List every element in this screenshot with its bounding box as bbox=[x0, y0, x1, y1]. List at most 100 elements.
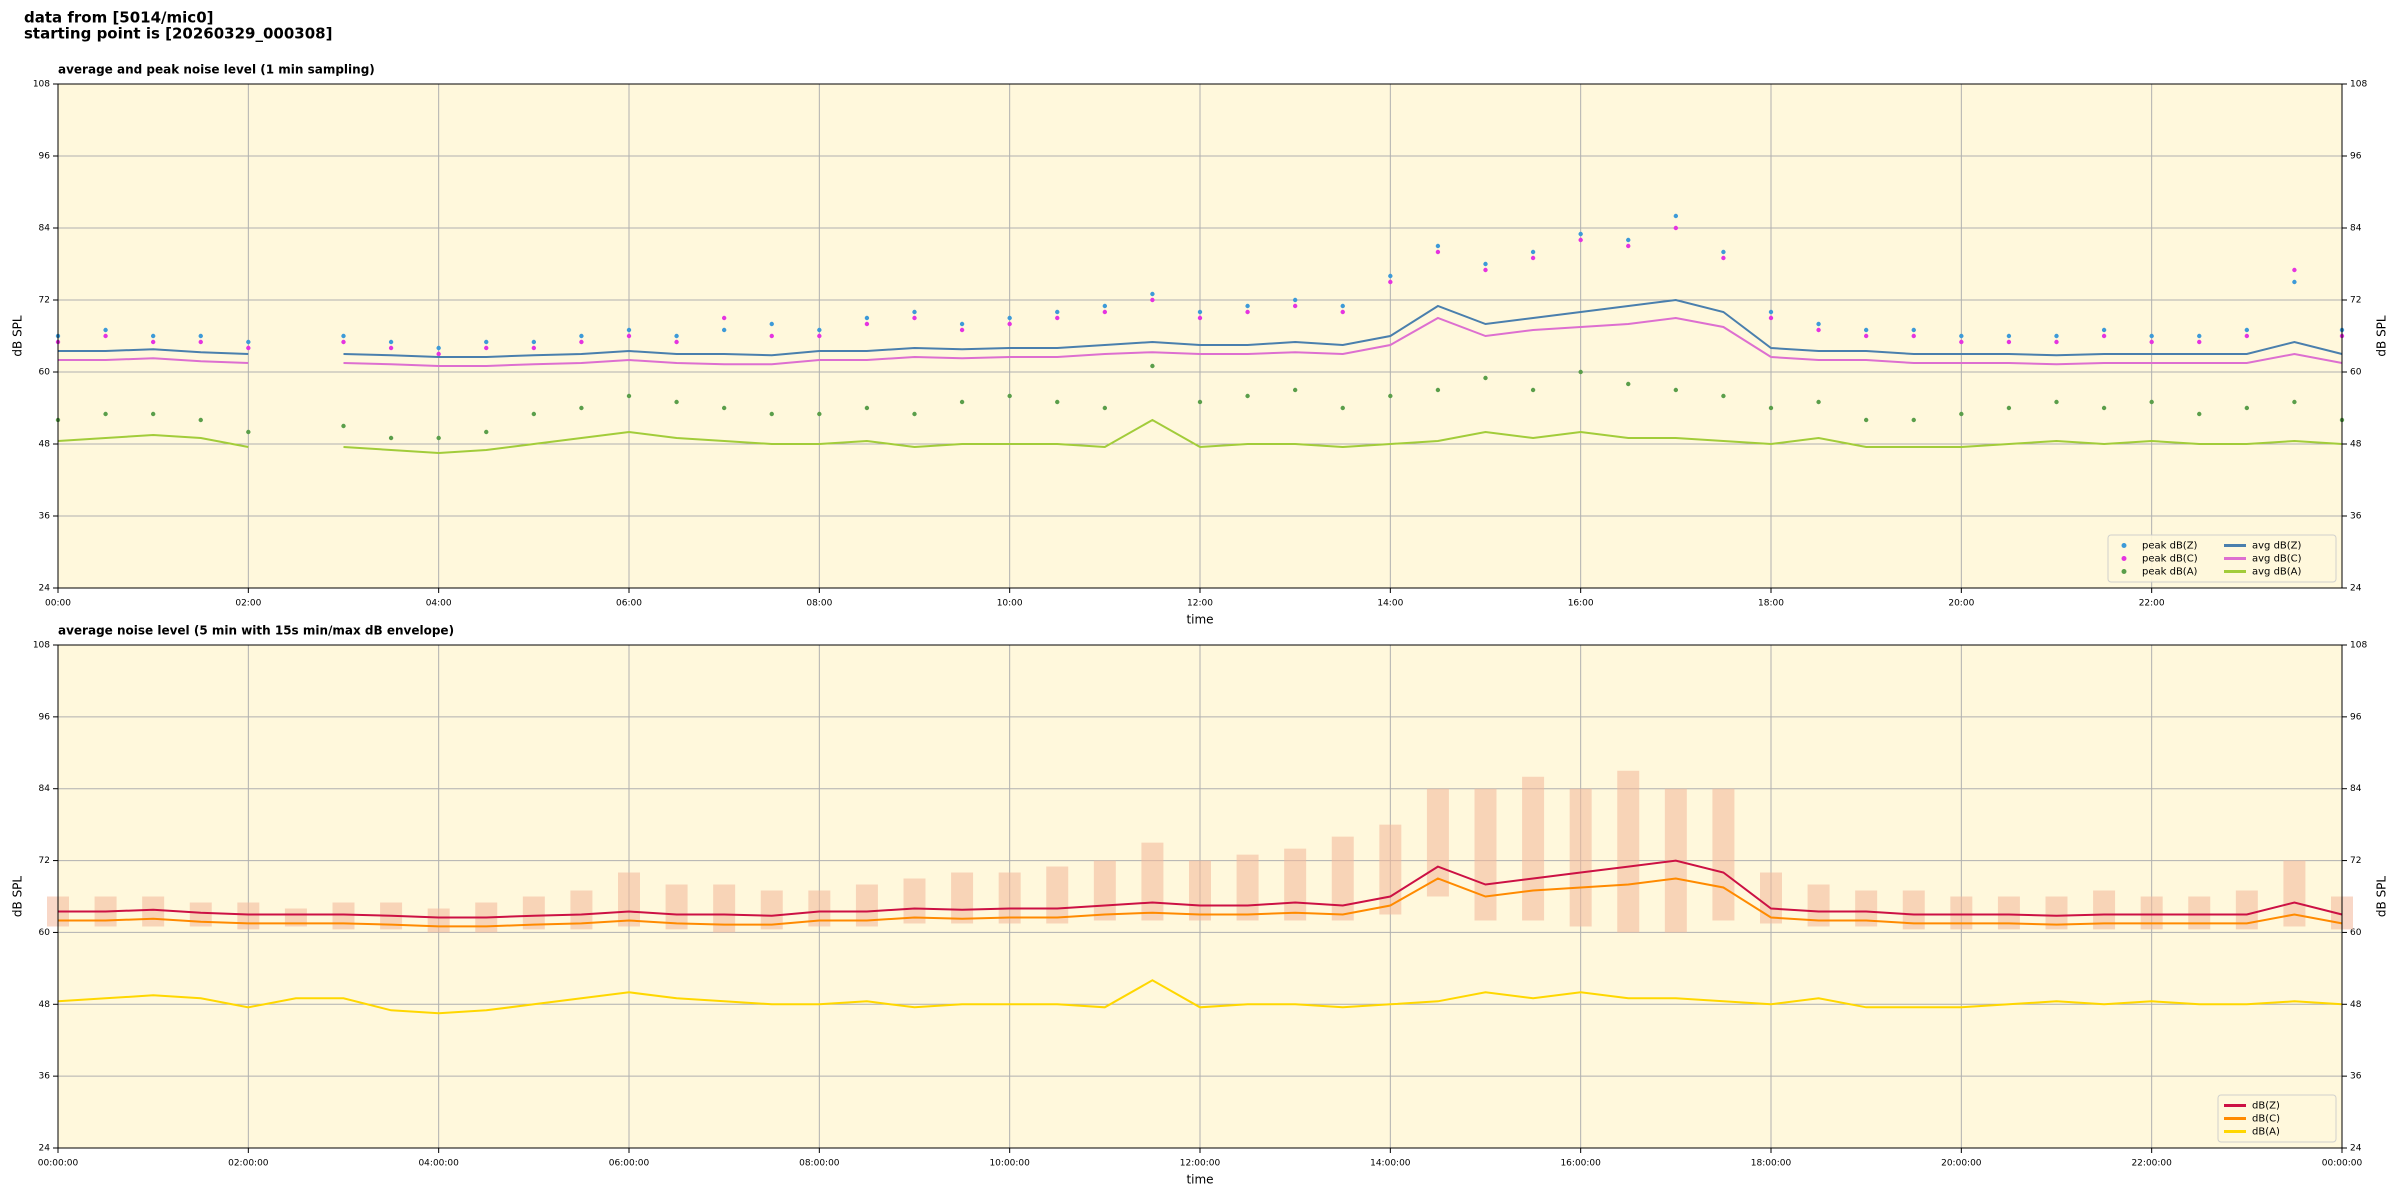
peak-point bbox=[1816, 399, 1821, 405]
peak-point bbox=[388, 435, 394, 441]
x-tick-label: 20:00:00 bbox=[1941, 1159, 1982, 1169]
peak-point bbox=[2054, 333, 2059, 339]
x-tick-label: 04:00 bbox=[426, 599, 452, 609]
peak-point bbox=[1911, 417, 1916, 423]
peak-point bbox=[817, 327, 822, 333]
peak-point bbox=[769, 411, 774, 417]
y-tick-label: 24 bbox=[39, 584, 51, 594]
x-tick-label: 14:00 bbox=[1377, 599, 1403, 609]
peak-point bbox=[1911, 333, 1916, 339]
legend-label: avg dB(Z) bbox=[2252, 541, 2302, 552]
peak-point bbox=[864, 405, 870, 411]
y2-tick-label: 36 bbox=[2350, 1072, 2362, 1082]
peak-point bbox=[1007, 321, 1012, 327]
peak-point bbox=[1768, 309, 1774, 315]
y2-tick-label: 72 bbox=[2350, 856, 2361, 866]
legend-label: peak dB(C) bbox=[2142, 554, 2198, 565]
x-tick-label: 14:00:00 bbox=[1370, 1159, 1411, 1169]
y-tick-label: 96 bbox=[39, 152, 51, 162]
peak-point bbox=[436, 435, 441, 441]
peak-point bbox=[1292, 303, 1298, 309]
peak-point bbox=[959, 327, 965, 333]
peak-point bbox=[1055, 315, 1060, 321]
peak-point bbox=[531, 339, 537, 345]
y-tick-label: 24 bbox=[39, 1144, 51, 1154]
peak-point bbox=[1483, 267, 1488, 273]
peak-point bbox=[579, 405, 584, 411]
chart-title: average noise level (5 min with 15s min/… bbox=[58, 624, 454, 638]
peak-point bbox=[674, 399, 679, 405]
peak-point bbox=[2292, 399, 2297, 405]
peak-point bbox=[1055, 309, 1060, 315]
series-line bbox=[58, 877, 2343, 928]
y-axis-label: dB SPL bbox=[11, 876, 25, 918]
peak-point bbox=[246, 345, 251, 351]
peak-point bbox=[1816, 327, 1821, 333]
peak-point bbox=[1530, 255, 1536, 261]
peak-point bbox=[1959, 411, 1964, 417]
peak-point bbox=[769, 333, 774, 339]
y2-tick-label: 84 bbox=[2350, 224, 2362, 234]
peak-point bbox=[2101, 333, 2107, 339]
peak-point bbox=[1150, 291, 1155, 297]
legend-label: dB(A) bbox=[2252, 1127, 2280, 1138]
peak-point bbox=[721, 405, 727, 411]
peak-point bbox=[1578, 237, 1583, 243]
x-tick-label: 12:00:00 bbox=[1180, 1159, 1221, 1169]
peak-point bbox=[2101, 327, 2107, 333]
peak-point bbox=[1435, 243, 1441, 249]
peak-point bbox=[2149, 339, 2154, 345]
peak-point bbox=[1245, 309, 1250, 315]
peak-point bbox=[674, 333, 679, 339]
legend-box bbox=[2217, 1094, 2337, 1143]
x-tick-label: 08:00:00 bbox=[799, 1159, 840, 1169]
peak-point bbox=[103, 333, 108, 339]
x-axis-label: time bbox=[1186, 1173, 1213, 1187]
plot-frame bbox=[57, 83, 2343, 589]
peak-point bbox=[1055, 399, 1060, 405]
y-tick-label: 84 bbox=[39, 224, 51, 234]
peak-point bbox=[817, 411, 822, 417]
peak-point bbox=[2149, 333, 2154, 339]
peak-point bbox=[2149, 399, 2154, 405]
peak-point bbox=[2006, 405, 2012, 411]
x-tick-label: 10:00 bbox=[997, 599, 1023, 609]
peak-point bbox=[2197, 339, 2202, 345]
peak-point bbox=[1435, 249, 1441, 255]
peak-point bbox=[626, 393, 632, 399]
y-tick-label: 72 bbox=[39, 856, 50, 866]
peak-point bbox=[1340, 405, 1345, 411]
peak-point bbox=[1578, 369, 1583, 375]
peak-point bbox=[1388, 279, 1393, 285]
x-tick-label: 18:00 bbox=[1758, 599, 1784, 609]
peak-point bbox=[1007, 393, 1012, 399]
y2-tick-label: 36 bbox=[2350, 512, 2362, 522]
peak-point bbox=[1959, 333, 1964, 339]
x-tick-label: 22:00:00 bbox=[2131, 1159, 2172, 1169]
peak-point bbox=[721, 315, 727, 321]
legend-label: avg dB(A) bbox=[2252, 567, 2302, 578]
peak-point bbox=[912, 309, 917, 315]
legend-box bbox=[2107, 534, 2337, 583]
y2-tick-label: 48 bbox=[2350, 440, 2362, 450]
x-tick-label: 00:00:00 bbox=[2322, 1159, 2363, 1169]
y2-tick-label: 60 bbox=[2350, 368, 2362, 378]
peak-point bbox=[2054, 339, 2059, 345]
peak-point bbox=[1863, 333, 1869, 339]
y2-tick-label: 108 bbox=[2350, 641, 2367, 651]
peak-point bbox=[2292, 267, 2297, 273]
peak-point bbox=[1007, 315, 1012, 321]
peak-point bbox=[436, 345, 441, 351]
peak-point bbox=[864, 315, 870, 321]
y-tick-label: 60 bbox=[39, 928, 51, 938]
peak-point bbox=[246, 339, 251, 345]
peak-point bbox=[1863, 417, 1869, 423]
x-tick-label: 10:00:00 bbox=[989, 1159, 1030, 1169]
peak-point bbox=[1150, 363, 1155, 369]
y-tick-label: 108 bbox=[33, 641, 50, 651]
peak-point bbox=[341, 333, 346, 339]
x-tick-label: 04:00:00 bbox=[418, 1159, 459, 1169]
x-tick-label: 12:00 bbox=[1187, 599, 1213, 609]
header-line: data from [5014/mic0] bbox=[24, 9, 214, 27]
